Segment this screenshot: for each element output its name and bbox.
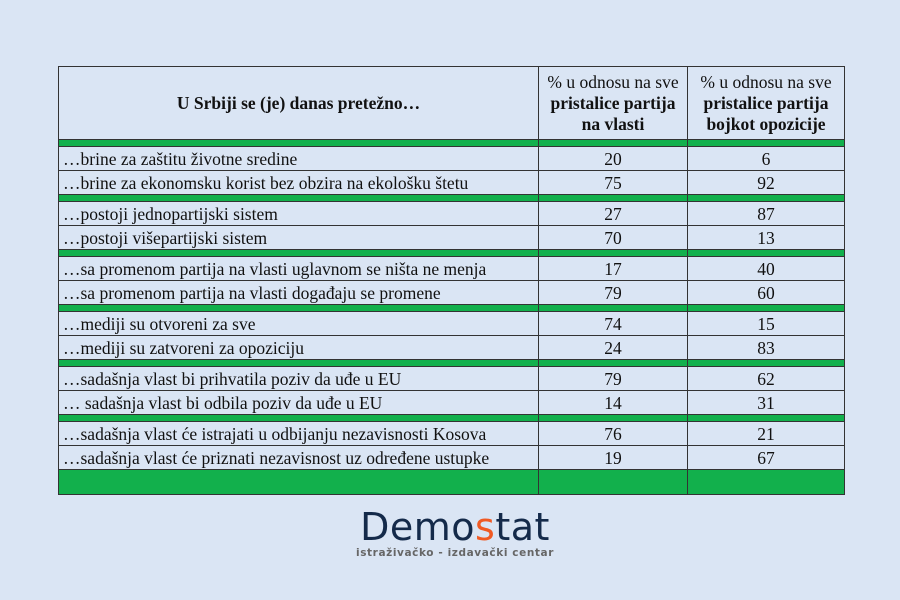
separator-cell (58, 194, 539, 202)
table-row: …mediji su zatvoreni za opoziciju 24 83 (58, 335, 845, 360)
statement-cell: …sadašnja vlast bi prihvatila poziv da u… (58, 366, 539, 391)
group-separator-row (58, 249, 845, 257)
ruling-parties-value: 17 (538, 256, 688, 281)
separator-cell (58, 414, 539, 422)
ruling-parties-value: 75 (538, 170, 688, 195)
demostat-logo: Demostat istraživačko - izdavački centar (356, 508, 554, 559)
boycott-opposition-value: 13 (687, 225, 845, 250)
table-row: …sadašnja vlast bi prihvatila poziv da u… (58, 366, 845, 391)
group-separator-row (58, 414, 845, 422)
separator-cell (538, 139, 688, 147)
boycott-opposition-header: % u odnosu na sve pristalice partija boj… (687, 66, 845, 140)
table-row: …brine za ekonomsku korist bez obzira na… (58, 170, 845, 195)
separator-cell (687, 194, 845, 202)
table-row: … sadašnja vlast bi odbila poziv da uđe … (58, 390, 845, 415)
statement-cell: …postoji jednopartijski sistem (58, 201, 539, 226)
separator-cell (538, 359, 688, 367)
separator-cell (58, 304, 539, 312)
separator-cell (687, 249, 845, 257)
statement-cell: …brine za ekonomsku korist bez obzira na… (58, 170, 539, 195)
statement-cell: …mediji su otvoreni za sve (58, 311, 539, 336)
ruling-parties-value: 79 (538, 280, 688, 305)
boycott-opposition-value: 62 (687, 366, 845, 391)
boycott-opposition-value: 21 (687, 421, 845, 446)
boycott-opposition-value: 6 (687, 146, 845, 171)
boycott-opposition-value: 40 (687, 256, 845, 281)
statement-cell: …postoji višepartijski sistem (58, 225, 539, 250)
boycott-opposition-value: 83 (687, 335, 845, 360)
ruling-parties-value: 14 (538, 390, 688, 415)
table-row: …sa promenom partija na vlasti uglavnom … (58, 256, 845, 281)
header-row: U Srbiji se (je) danas pretežno… % u odn… (58, 66, 845, 140)
table-row: …sadašnja vlast će priznati nezavisnost … (58, 445, 845, 470)
group-separator-row (58, 194, 845, 202)
separator-cell (58, 139, 539, 147)
statement-cell: …sadašnja vlast će priznati nezavisnost … (58, 445, 539, 470)
ruling-parties-value: 27 (538, 201, 688, 226)
statement-cell: …brine za zaštitu životne sredine (58, 146, 539, 171)
boycott-opposition-value: 87 (687, 201, 845, 226)
separator-cell (687, 359, 845, 367)
group-separator-row (58, 359, 845, 367)
boycott-opposition-value: 60 (687, 280, 845, 305)
table-row: …sa promenom partija na vlasti događaju … (58, 280, 845, 305)
ruling-parties-header: % u odnosu na sve pristalice partija na … (538, 66, 688, 140)
survey-table: U Srbiji se (je) danas pretežno… % u odn… (58, 66, 845, 495)
statement-cell: …mediji su zatvoreni za opoziciju (58, 335, 539, 360)
separator-cell (538, 304, 688, 312)
logo-tagline: istraživačko - izdavački centar (356, 547, 554, 559)
separator-cell (687, 414, 845, 422)
ruling-parties-value: 20 (538, 146, 688, 171)
table-row: …sadašnja vlast će istrajati u odbijanju… (58, 421, 845, 446)
table-row: …brine za zaštitu životne sredine 20 6 (58, 146, 845, 171)
question-header: U Srbiji se (je) danas pretežno… (58, 66, 539, 140)
separator-cell (687, 304, 845, 312)
separator-cell (538, 469, 688, 495)
separator-cell (538, 249, 688, 257)
statement-cell: …sa promenom partija na vlasti uglavnom … (58, 256, 539, 281)
footer-separator-row (58, 469, 845, 495)
statement-cell: … sadašnja vlast bi odbila poziv da uđe … (58, 390, 539, 415)
boycott-opposition-value: 92 (687, 170, 845, 195)
separator-cell (58, 359, 539, 367)
separator-cell (687, 139, 845, 147)
ruling-parties-value: 24 (538, 335, 688, 360)
ruling-parties-value: 19 (538, 445, 688, 470)
separator-cell (687, 469, 845, 495)
table-row: …postoji višepartijski sistem 70 13 (58, 225, 845, 250)
separator-cell (538, 414, 688, 422)
table-row: …mediji su otvoreni za sve 74 15 (58, 311, 845, 336)
separator-cell (58, 469, 539, 495)
table-row: …postoji jednopartijski sistem 27 87 (58, 201, 845, 226)
group-separator-row (58, 304, 845, 312)
boycott-opposition-value: 67 (687, 445, 845, 470)
separator-cell (538, 194, 688, 202)
boycott-opposition-value: 15 (687, 311, 845, 336)
logo-wordmark: Demostat (360, 505, 550, 549)
ruling-parties-value: 74 (538, 311, 688, 336)
statement-cell: …sa promenom partija na vlasti događaju … (58, 280, 539, 305)
ruling-parties-value: 79 (538, 366, 688, 391)
ruling-parties-value: 70 (538, 225, 688, 250)
group-separator-row (58, 139, 845, 147)
separator-cell (58, 249, 539, 257)
statement-cell: …sadašnja vlast će istrajati u odbijanju… (58, 421, 539, 446)
boycott-opposition-value: 31 (687, 390, 845, 415)
ruling-parties-value: 76 (538, 421, 688, 446)
